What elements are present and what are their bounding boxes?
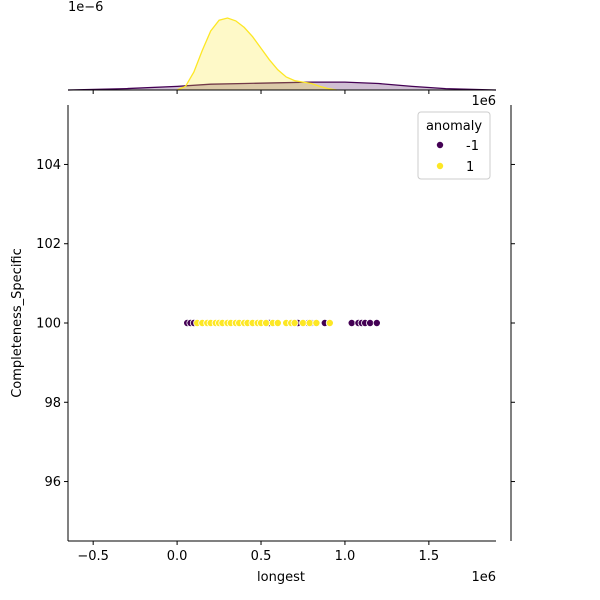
right-marginal-ticks [511,163,515,483]
legend-marker-neg1 [435,140,444,149]
marginal-density-panel: 1e−6 [67,0,497,94]
point-series-0-13 [372,318,381,327]
point-series-1-21 [290,318,299,327]
point-series-1-24 [312,318,321,327]
scatter-points [183,318,381,327]
point-series-0-12 [366,318,375,327]
y-axis-label: Completeness_Specific [10,248,25,398]
x-axis: −0.5 0.0 0.5 1.0 1.5 [77,541,439,564]
x-axis-label: longest [257,570,305,585]
y-tick-label-0: 96 [44,475,61,490]
kde-line-series-1 [176,17,337,91]
point-series-1-22 [298,318,307,327]
legend-label-pos1: 1 [466,160,474,175]
point-series-1-16 [262,318,271,327]
legend-marker-pos1 [435,161,444,170]
x-tick-label-3: 1.0 [335,549,356,564]
legend-title: anomaly [426,119,482,134]
legend-frame [417,111,491,180]
y-offset-label: 1e6 [471,94,496,109]
marginal-x-ticks [92,90,430,94]
kde-fill-series-0 [68,82,496,90]
y-tick-label-3: 102 [36,237,61,252]
x-offset-label: 1e6 [471,570,496,585]
main-plot-area: −0.5 0.0 0.5 1.0 1.5 96 98 100 102 104 longest C… [10,94,515,585]
kde-layer [67,17,497,91]
y-axis: 96 98 100 102 104 [36,158,68,490]
x-tick-label-1: 0.0 [167,549,188,564]
legend-label-neg1: -1 [466,139,479,154]
y-tick-label-1: 98 [44,396,61,411]
point-series-1-25 [325,318,334,327]
y-tick-label-2: 100 [36,317,61,332]
y-tick-label-4: 104 [36,158,61,173]
x-tick-label-2: 0.5 [251,549,272,564]
kde-fill-series-1 [177,18,337,90]
x-tick-label-0: −0.5 [77,549,109,564]
kde-line-series-0 [67,81,497,91]
legend: anomaly -1 1 [417,111,491,180]
point-series-0-8 [347,318,356,327]
point-series-1-18 [273,318,282,327]
point-series-1-23 [305,318,314,327]
marginal-offset-label: 1e−6 [68,0,103,15]
x-tick-label-4: 1.5 [419,549,440,564]
